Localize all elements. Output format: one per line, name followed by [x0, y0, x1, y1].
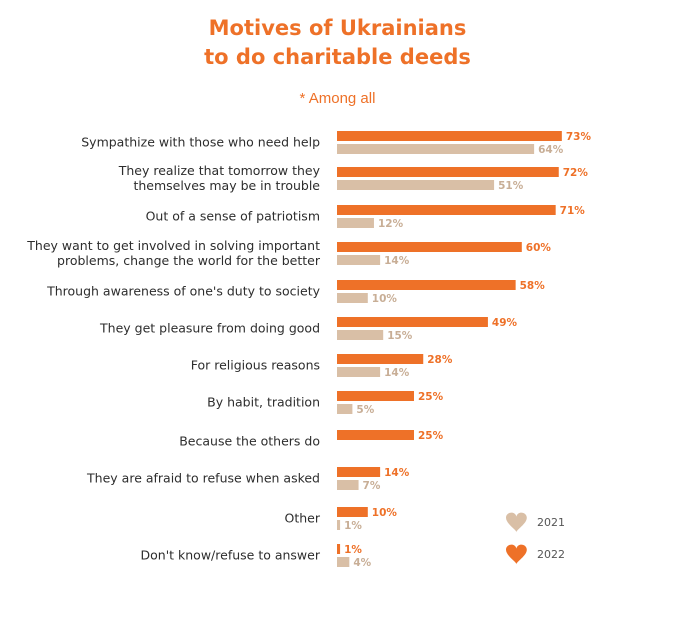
category-label: Out of a sense of patriotism [146, 209, 320, 224]
bar-2021 [337, 520, 341, 530]
data-label-2022: 28% [427, 354, 453, 366]
bar-2021 [337, 330, 384, 340]
category-label: They want to get involved in solving imp… [26, 238, 320, 253]
bar-2021 [337, 404, 353, 414]
chart-title-line-2: to do charitable deeds [204, 45, 471, 69]
data-label-2021: 5% [356, 404, 374, 416]
bar-2022 [337, 354, 424, 364]
data-label-2022: 25% [418, 430, 444, 442]
data-label-2022: 10% [372, 507, 398, 519]
category-label: problems, change the world for the bette… [57, 253, 321, 268]
category-label: By habit, tradition [207, 395, 320, 410]
category-label: They get pleasure from doing good [99, 321, 320, 336]
bar-2021 [337, 557, 350, 567]
category-label: Because the others do [179, 434, 320, 449]
data-label-2022: 14% [384, 467, 410, 479]
data-label-2021: 7% [363, 480, 381, 492]
bar-2022 [337, 167, 559, 177]
legend-label: 2022 [537, 548, 565, 561]
data-label-2021: 10% [372, 293, 398, 305]
bar-2022 [337, 507, 368, 517]
data-label-2022: 72% [563, 167, 589, 179]
data-label-2021: 1% [344, 520, 362, 532]
category-label: They realize that tomorrow they [118, 163, 321, 178]
category-label: Sympathize with those who need help [81, 135, 320, 150]
data-label-2022: 25% [418, 391, 444, 403]
data-label-2021: 51% [498, 180, 524, 192]
bar-2022 [337, 391, 414, 401]
data-label-2022: 49% [492, 317, 518, 329]
data-label-2021: 15% [387, 330, 413, 342]
data-label-2021: 14% [384, 255, 410, 267]
bar-2021 [337, 480, 359, 490]
bar-2021 [337, 144, 535, 154]
legend-heart-icon [506, 544, 527, 565]
bar-2022 [337, 131, 562, 141]
category-label: Other [285, 511, 321, 526]
data-label-2022: 73% [566, 131, 592, 143]
bar-2022 [337, 242, 522, 252]
category-label: themselves may be in trouble [133, 178, 320, 193]
data-label-2021: 14% [384, 367, 410, 379]
data-label-2022: 1% [344, 544, 362, 556]
category-label: Don't know/refuse to answer [141, 548, 321, 563]
bar-2021 [337, 367, 381, 377]
data-label-2022: 58% [520, 280, 546, 292]
data-label-2021: 64% [538, 144, 564, 156]
bar-2021 [337, 218, 374, 228]
bar-2022 [337, 205, 556, 215]
bar-2022 [337, 317, 488, 327]
data-label-2022: 71% [560, 205, 586, 217]
category-label: Through awareness of one's duty to socie… [46, 284, 320, 299]
data-label-2021: 4% [353, 557, 371, 569]
chart-title: Motives of Ukrainians to do charitable d… [0, 14, 675, 72]
legend-heart-icon [506, 512, 527, 533]
bar-2021 [337, 293, 368, 303]
bar-2022 [337, 430, 414, 440]
bar-2022 [337, 280, 516, 290]
bar-2022 [337, 467, 381, 477]
bar-2022 [337, 544, 341, 554]
chart-subtitle: * Among all [299, 90, 376, 107]
data-label-2022: 60% [526, 242, 552, 254]
bar-2021 [337, 255, 381, 265]
legend-label: 2021 [537, 516, 565, 529]
data-label-2021: 12% [378, 218, 404, 230]
bar-2021 [337, 180, 495, 190]
category-label: For religious reasons [191, 358, 320, 373]
chart-title-line-1: Motives of Ukrainians [208, 16, 467, 40]
category-label: They are afraid to refuse when asked [86, 471, 320, 486]
